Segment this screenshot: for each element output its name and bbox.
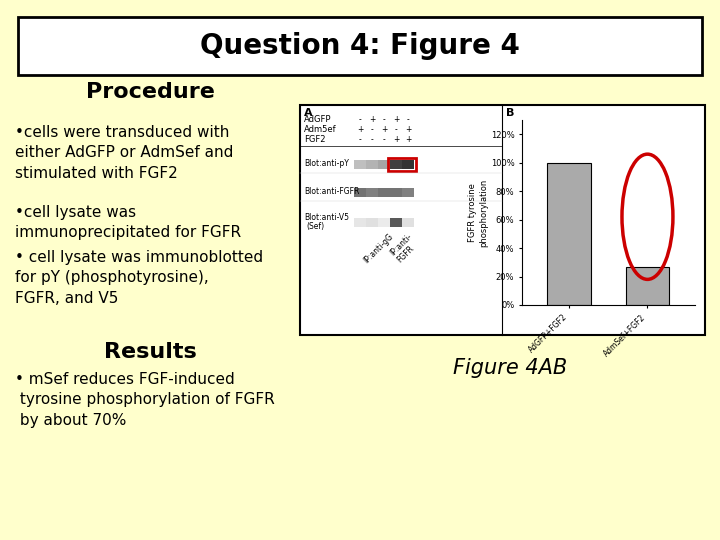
Bar (390, 159, 402, 168)
Bar (388, 158, 416, 171)
Bar (366, 159, 378, 168)
Y-axis label: FGFR tyrosine
phosphorylation: FGFR tyrosine phosphorylation (469, 178, 488, 247)
Bar (378, 218, 390, 226)
Text: Procedure: Procedure (86, 82, 215, 102)
Text: A: A (304, 108, 312, 118)
Text: • cell lysate was immunoblotted
for pY (phosphotyrosine),
FGFR, and V5: • cell lysate was immunoblotted for pY (… (15, 250, 263, 306)
Text: +: + (381, 125, 387, 134)
Text: • mSef reduces FGF-induced
 tyrosine phosphorylation of FGFR
 by about 70%: • mSef reduces FGF-induced tyrosine phos… (15, 372, 275, 428)
Text: -: - (371, 136, 374, 145)
Bar (354, 218, 366, 226)
Text: -: - (359, 136, 361, 145)
Text: FGF2: FGF2 (304, 136, 325, 145)
Text: -: - (382, 116, 385, 125)
Text: B: B (506, 108, 514, 118)
Text: (Sef): (Sef) (306, 222, 324, 232)
Bar (626, 267, 669, 305)
Text: -: - (359, 116, 361, 125)
Text: +: + (369, 116, 375, 125)
Text: Blot:anti-FGFR: Blot:anti-FGFR (304, 187, 359, 197)
Text: +: + (405, 125, 411, 134)
Bar (354, 187, 366, 197)
Bar (300, 105, 705, 335)
Bar (547, 163, 590, 305)
Text: IP:anti-
FGFR: IP:anti- FGFR (388, 232, 421, 265)
Bar (366, 218, 378, 226)
Text: -: - (395, 125, 397, 134)
Text: -: - (382, 136, 385, 145)
Bar (378, 187, 390, 197)
Text: +: + (393, 136, 399, 145)
Text: AdGFP: AdGFP (304, 116, 331, 125)
Bar (402, 187, 414, 197)
Text: Blot:anti-V5: Blot:anti-V5 (304, 213, 349, 222)
Bar (378, 159, 390, 168)
Bar (402, 218, 414, 226)
Text: Blot:anti-pY: Blot:anti-pY (304, 159, 349, 168)
Bar (390, 187, 402, 197)
Bar (366, 187, 378, 197)
Text: Figure 4AB: Figure 4AB (453, 358, 567, 378)
Bar (390, 218, 402, 226)
Text: Results: Results (104, 342, 197, 362)
Text: -: - (407, 116, 410, 125)
Bar (354, 159, 366, 168)
Text: •cells were transduced with
either AdGFP or AdmSef and
stimulated with FGF2: •cells were transduced with either AdGFP… (15, 125, 233, 181)
Text: +: + (405, 136, 411, 145)
FancyBboxPatch shape (18, 17, 702, 75)
Text: •cell lysate was
immunoprecipitated for FGFR: •cell lysate was immunoprecipitated for … (15, 205, 241, 240)
Text: Adm5ef: Adm5ef (304, 125, 337, 134)
Text: IP:anti-gG: IP:anti-gG (362, 232, 395, 265)
Text: Question 4: Figure 4: Question 4: Figure 4 (200, 32, 520, 60)
Text: +: + (357, 125, 363, 134)
Bar (402, 159, 414, 168)
Text: +: + (393, 116, 399, 125)
Text: -: - (371, 125, 374, 134)
